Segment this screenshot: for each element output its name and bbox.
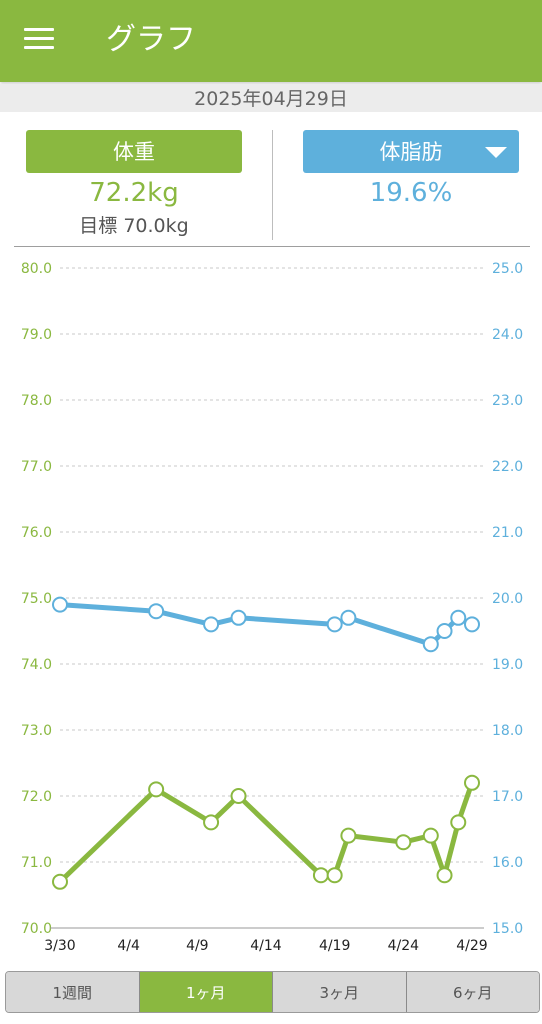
y-right-tick-label: 23.0	[492, 393, 523, 409]
x-tick-label: 4/29	[456, 938, 487, 954]
weight-button[interactable]: 体重	[26, 130, 242, 173]
tab-1-month[interactable]: 1ヶ月	[139, 972, 273, 1012]
x-tick-label: 4/19	[319, 938, 350, 954]
weight-point	[340, 827, 357, 844]
weight-point	[464, 774, 480, 791]
weight-point	[326, 867, 343, 884]
y-left-tick-label: 78.0	[21, 393, 52, 409]
target-weight: 目標 70.0kg	[79, 215, 189, 237]
weight-button-label: 体重	[113, 140, 155, 164]
metric-divider	[272, 130, 273, 240]
body-fat-point	[340, 609, 357, 626]
body-fat-point	[203, 616, 220, 633]
body-fat-point	[436, 623, 453, 639]
y-right-tick-label: 22.0	[492, 459, 523, 475]
x-tick-label: 4/9	[186, 938, 209, 954]
weight-point	[203, 814, 220, 831]
weight-point	[312, 867, 329, 884]
y-left-tick-label: 71.0	[21, 855, 52, 871]
tab-6-months[interactable]: 6ヶ月	[406, 972, 539, 1012]
y-left-tick-label: 73.0	[21, 723, 52, 739]
y-left-tick-label: 77.0	[21, 459, 52, 475]
y-left-tick-label: 74.0	[21, 657, 52, 673]
body-fat-point	[148, 603, 165, 620]
y-right-tick-label: 21.0	[492, 525, 523, 541]
weight-bodyfat-chart: 70.0 15.0 71.0 16.0 72.0 17.0 73.0 18.0 74.0 19.0…	[21, 261, 523, 954]
weight-point	[395, 834, 412, 851]
weight-value: 72.2kg	[89, 178, 179, 208]
app-bar: グラフ	[0, 0, 542, 82]
date-label: 2025年04月29日	[0, 84, 542, 112]
body-fat-button-label: 体脂肪	[379, 140, 443, 164]
body-fat-point	[422, 636, 439, 653]
x-tick-label: 4/24	[388, 938, 420, 954]
body-fat-line	[57, 602, 475, 647]
x-tick-label: 3/30	[44, 938, 75, 954]
body-fat-value: 19.6%	[369, 178, 453, 208]
y-left-tick-label: 70.0	[21, 921, 52, 937]
body-fat-point	[52, 596, 68, 613]
tab-3-months[interactable]: 3ヶ月	[273, 972, 407, 1012]
y-right-tick-label: 15.0	[492, 921, 523, 937]
period-tabs: 1週間 1ヶ月 3ヶ月 6ヶ月	[5, 971, 540, 1013]
y-right-tick-label: 24.0	[492, 327, 523, 343]
y-right-tick-label: 20.0	[492, 591, 523, 607]
page-title: グラフ	[106, 22, 196, 57]
weight-point	[148, 781, 165, 798]
y-left-tick-label: 76.0	[21, 525, 52, 541]
body-fat-dropdown[interactable]: 体脂肪	[303, 130, 519, 173]
caret-down-icon	[485, 147, 507, 158]
weight-line	[57, 780, 475, 885]
hamburger-menu-icon[interactable]	[24, 28, 54, 50]
body-fat-point	[230, 609, 247, 626]
y-left-tick-label: 80.0	[21, 261, 52, 277]
y-left-tick-label: 75.0	[21, 591, 52, 607]
y-right-tick-label: 25.0	[492, 261, 523, 277]
body-fat-point	[450, 609, 467, 626]
body-fat-point	[326, 616, 343, 633]
weight-point	[436, 867, 453, 884]
tab-1-week[interactable]: 1週間	[6, 972, 140, 1012]
y-right-tick-label: 16.0	[492, 855, 523, 871]
y-left-tick-label: 79.0	[21, 327, 52, 343]
x-tick-label: 4/14	[250, 938, 282, 954]
y-right-tick-label: 17.0	[492, 789, 523, 805]
body-fat-point	[464, 616, 480, 633]
weight-point	[230, 788, 247, 804]
y-right-tick-label: 19.0	[492, 657, 523, 673]
x-tick-label: 4/4	[117, 938, 140, 954]
y-left-tick-label: 72.0	[21, 789, 52, 805]
weight-point	[422, 827, 439, 844]
section-divider	[14, 246, 530, 247]
weight-point	[52, 873, 68, 890]
y-right-tick-label: 18.0	[492, 723, 523, 739]
weight-point	[450, 814, 467, 831]
